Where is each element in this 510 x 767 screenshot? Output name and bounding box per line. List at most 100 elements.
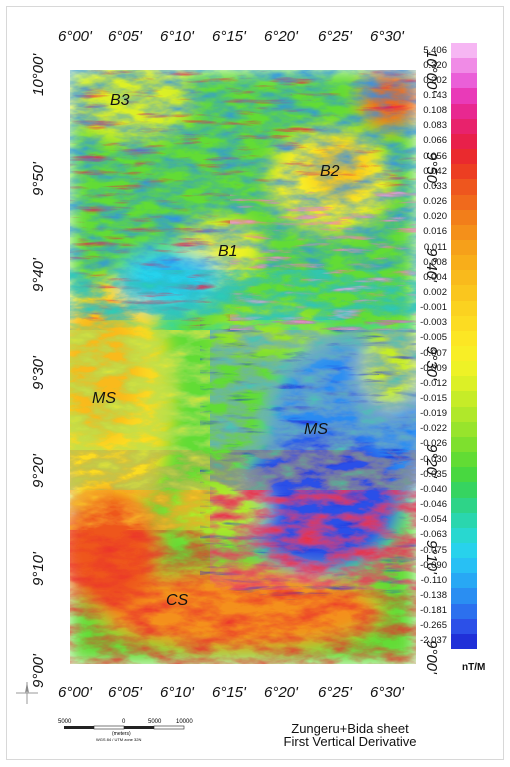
map-frame [6, 6, 504, 760]
legend-label: -0.075 [420, 544, 447, 556]
magnetic-map-raster [70, 70, 416, 664]
legend-swatch [451, 43, 477, 59]
map-texture-layer [230, 190, 416, 330]
legend-swatch [451, 482, 477, 498]
legend-label: -0.054 [420, 514, 447, 526]
bottom-tick: 6°15' [212, 684, 246, 701]
region-label-cs: CS [166, 592, 189, 609]
map-field [230, 190, 416, 330]
legend-swatch [451, 558, 477, 574]
legend-label: 0.143 [423, 90, 447, 102]
legend-label: -0.009 [420, 362, 447, 374]
legend-swatch [451, 179, 477, 195]
top-tick: 6°10' [160, 28, 194, 45]
legend-swatch [451, 618, 477, 635]
legend-swatch [451, 164, 477, 180]
legend-label: 0.020 [423, 211, 447, 223]
legend-label: -0.063 [420, 529, 447, 541]
legend-swatch [451, 527, 477, 544]
legend-swatch [451, 542, 477, 559]
legend-label: -0.040 [420, 483, 447, 495]
legend-swatch [451, 421, 477, 438]
legend-swatch [451, 361, 477, 377]
legend-label: -0.012 [420, 377, 447, 389]
map-title-line1: Zungeru+Bida sheet [291, 721, 409, 736]
right-tick: 10°00' [423, 50, 440, 93]
legend-swatch [451, 436, 477, 453]
region-label-b3: B3 [110, 92, 130, 109]
map-canvas [70, 70, 416, 664]
scale-label: 5000 [58, 719, 72, 725]
legend-label: 0.026 [423, 196, 447, 208]
map-field [70, 330, 210, 530]
bottom-tick: 6°20' [264, 684, 298, 701]
scale-unit: (meters) [112, 731, 131, 737]
legend-label: -0.001 [420, 302, 447, 314]
legend-swatch [451, 391, 477, 408]
scale-label: 5000 [148, 719, 162, 725]
bottom-tick: 6°05' [108, 684, 142, 701]
legend-swatch [451, 88, 477, 105]
legend-label: -0.005 [420, 332, 447, 344]
legend-label: 0.108 [423, 105, 447, 117]
left-tick: 9°40' [30, 258, 47, 292]
legend-swatch [451, 255, 477, 271]
legend-label: 0.002 [423, 286, 447, 298]
legend-swatch [451, 73, 477, 89]
top-tick: 6°25' [318, 28, 352, 45]
legend-label: 0.042 [423, 165, 447, 177]
left-tick: 9°10' [30, 552, 47, 586]
legend-swatch [451, 194, 477, 211]
region-label-ms-west: MS [92, 390, 116, 407]
legend-label: -0.003 [420, 317, 447, 329]
legend-swatch [451, 603, 477, 620]
legend-label: -0.090 [420, 559, 447, 571]
legend-label: 0.066 [423, 135, 447, 147]
legend-label: 0.056 [423, 150, 447, 162]
legend-swatch [451, 270, 477, 286]
legend-swatch [451, 497, 477, 514]
bottom-tick: 6°30' [370, 684, 404, 701]
scale-bar: 5000 0 5000 10000 (meters) WGS 84 / UTM … [58, 719, 210, 750]
legend-label: 0.033 [423, 180, 447, 192]
legend-label: -0.007 [420, 347, 447, 359]
bottom-tick: 6°00' [58, 684, 92, 701]
legend-swatch [451, 330, 477, 347]
legend-swatch [451, 103, 477, 120]
map-title: Zungeru+Bida sheet First Vertical Deriva… [250, 722, 450, 748]
north-arrow-icon [14, 680, 40, 706]
legend-label: 0.016 [423, 226, 447, 238]
legend-swatch [451, 573, 477, 589]
top-tick: 6°15' [212, 28, 246, 45]
legend-swatch [451, 239, 477, 256]
legend-swatch [451, 346, 477, 362]
legend-label: -0.110 [420, 574, 447, 586]
legend-swatch [451, 588, 477, 605]
region-label-ms-east: MS [304, 421, 328, 438]
legend-swatch [451, 406, 477, 423]
top-tick: 6°00' [58, 28, 92, 45]
region-label-b2: B2 [320, 163, 340, 180]
legend-swatch [451, 633, 477, 650]
legend-label: -0.046 [420, 499, 447, 511]
legend-label: -0.015 [420, 393, 447, 405]
legend-swatch [451, 58, 477, 74]
legend-label: -0.035 [420, 468, 447, 480]
legend-label: -0.026 [420, 438, 447, 450]
scale-label: 0 [122, 719, 126, 725]
scale-label: 10000 [176, 719, 193, 725]
legend-label: -0.265 [420, 620, 447, 632]
legend-unit: nT/M [462, 662, 486, 673]
color-legend: 5.406 0.320 0.202 0.143 0.108 0.083 0.066 0.056… [420, 43, 477, 650]
legend-label: 0.320 [423, 59, 447, 71]
legend-label: 5.406 [423, 44, 447, 56]
map-texture-layer [70, 330, 210, 530]
legend-swatch [451, 149, 477, 165]
map-title-line2: First Vertical Derivative [283, 734, 417, 749]
left-tick: 9°30' [30, 356, 47, 390]
legend-swatch [451, 133, 477, 150]
legend-swatch [451, 467, 477, 483]
legend-label: -0.019 [420, 408, 447, 420]
top-tick: 6°05' [108, 28, 142, 45]
legend-label: -0.181 [420, 605, 447, 617]
